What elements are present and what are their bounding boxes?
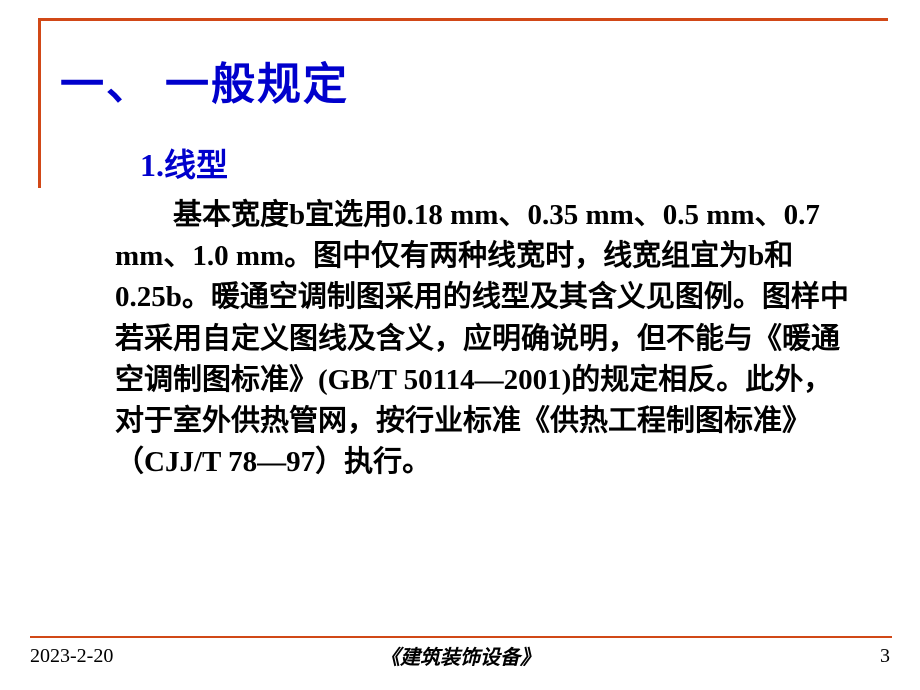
subtitle-number: 1. (140, 147, 164, 183)
section-subtitle: 1.线型 (140, 140, 228, 186)
footer-page-number: 3 (880, 645, 890, 668)
frame-top-border (38, 18, 888, 21)
footer-center-title: 《建筑装饰设备》 (0, 641, 920, 670)
frame-left-border (38, 18, 41, 188)
footer-divider (30, 636, 892, 638)
page-title: 一、 一般规定 (60, 48, 349, 112)
subtitle-text: 线型 (164, 147, 228, 183)
body-paragraph: 基本宽度b宜选用0.18 mm、0.35 mm、0.5 mm、0.7 mm、1.… (115, 195, 860, 483)
